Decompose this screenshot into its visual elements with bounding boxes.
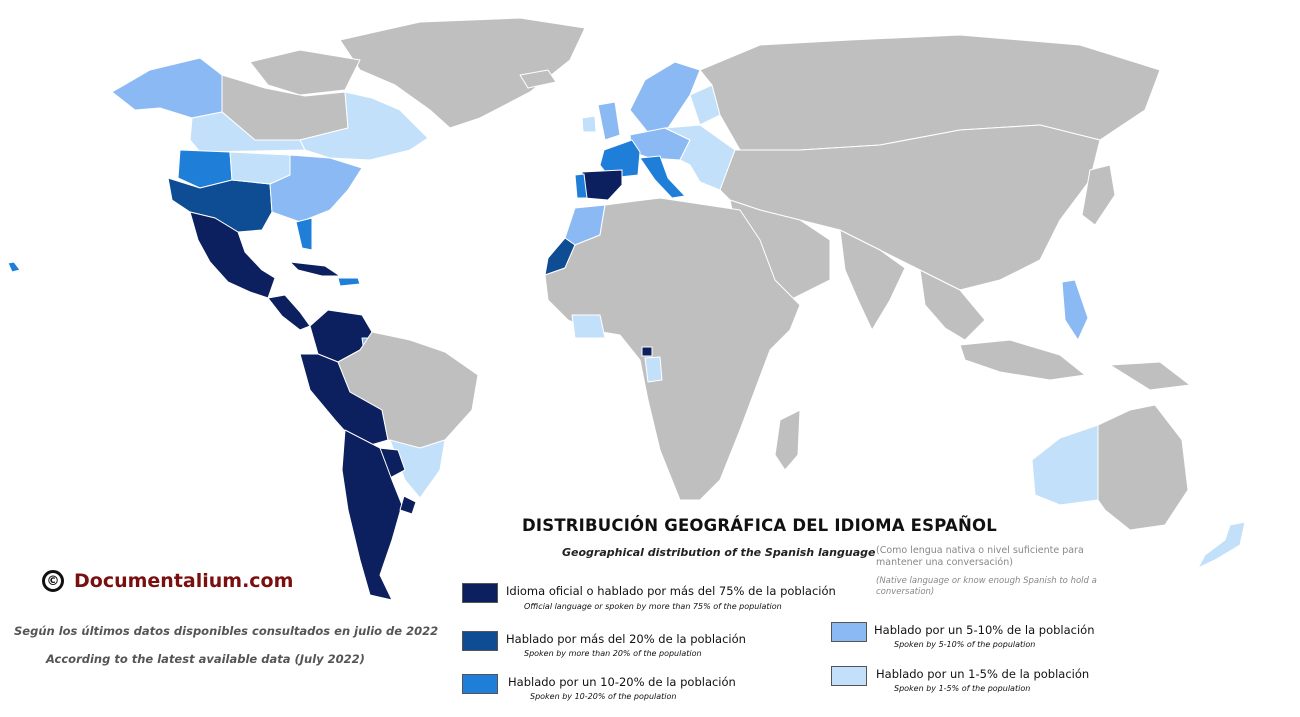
- indonesia: [959, 339, 1086, 381]
- australia-east: [1097, 404, 1189, 531]
- africa: [544, 197, 801, 501]
- legend-swatch: [462, 674, 498, 694]
- france: [599, 139, 641, 179]
- legend-label-en: Spoken by 1-5% of the population: [894, 684, 1031, 693]
- portugal: [574, 173, 588, 199]
- philippines: [1061, 279, 1089, 341]
- russia: [699, 34, 1161, 151]
- japan: [1081, 164, 1116, 226]
- uk: [597, 101, 621, 141]
- new-zealand: [1197, 521, 1246, 569]
- iceland: [519, 69, 557, 89]
- legend-swatch: [462, 583, 498, 603]
- usa-southwest: [167, 177, 273, 233]
- canada-east: [299, 91, 429, 161]
- eastern-europe: [664, 124, 736, 191]
- legend-swatch: [831, 666, 867, 686]
- caribbean: [337, 277, 361, 287]
- arctic-islands: [249, 49, 361, 96]
- india: [839, 229, 906, 331]
- source-note-en: According to the latest available data (…: [46, 652, 365, 666]
- central-america: [267, 294, 311, 331]
- greenland: [339, 17, 586, 129]
- legend-label-en: Spoken by 5-10% of the population: [894, 640, 1036, 649]
- australia-west: [1031, 424, 1099, 506]
- brand-logo: © Documentalium.com: [42, 570, 293, 592]
- spain: [581, 169, 623, 201]
- equatorial-guinea: [641, 346, 653, 357]
- new-guinea: [1109, 361, 1191, 391]
- note-es: (Como lengua nativa o nivel suficiente p…: [876, 545, 1084, 568]
- italy: [639, 155, 686, 199]
- copyright-icon: ©: [42, 570, 64, 592]
- legend-label-en: Official language or spoken by more than…: [524, 602, 782, 611]
- legend-label-es: Hablado por un 1-5% de la población: [876, 667, 1090, 681]
- legend-swatch: [462, 631, 498, 651]
- legend-label-es: Hablado por un 5-10% de la población: [874, 623, 1095, 637]
- west-africa-coast: [571, 314, 606, 339]
- brand-name: Documentalium.com: [74, 570, 294, 592]
- map-subtitle: Geographical distribution of the Spanish…: [562, 546, 876, 559]
- legend-label-en: Spoken by more than 20% of the populatio…: [524, 649, 702, 658]
- map-title: DISTRIBUCIÓN GEOGRÁFICA DEL IDIOMA ESPAÑ…: [522, 516, 997, 535]
- southeast-asia: [919, 269, 986, 341]
- note-en: (Native language or know enough Spanish …: [876, 576, 1097, 597]
- ireland: [581, 115, 597, 133]
- hawaii: [7, 261, 21, 273]
- gabon: [644, 356, 663, 383]
- usa-east: [269, 154, 363, 223]
- brazil-south: [389, 439, 446, 499]
- legend-label-en: Spoken by 10-20% of the population: [530, 692, 677, 701]
- cuba: [289, 261, 341, 277]
- florida: [295, 217, 313, 251]
- legend-label-es: Hablado por un 10-20% de la población: [508, 675, 736, 689]
- legend-swatch: [831, 622, 867, 642]
- uruguay: [399, 495, 417, 515]
- legend-label-es: Idioma oficial o hablado por más del 75%…: [506, 584, 836, 598]
- alaska: [111, 57, 223, 119]
- madagascar: [774, 409, 801, 471]
- chile-argentina: [341, 429, 403, 601]
- scandinavia: [629, 61, 701, 136]
- source-note-es: Según los últimos datos disponibles cons…: [14, 624, 439, 638]
- mexico: [189, 211, 276, 299]
- legend-label-es: Hablado por más del 20% de la población: [506, 632, 746, 646]
